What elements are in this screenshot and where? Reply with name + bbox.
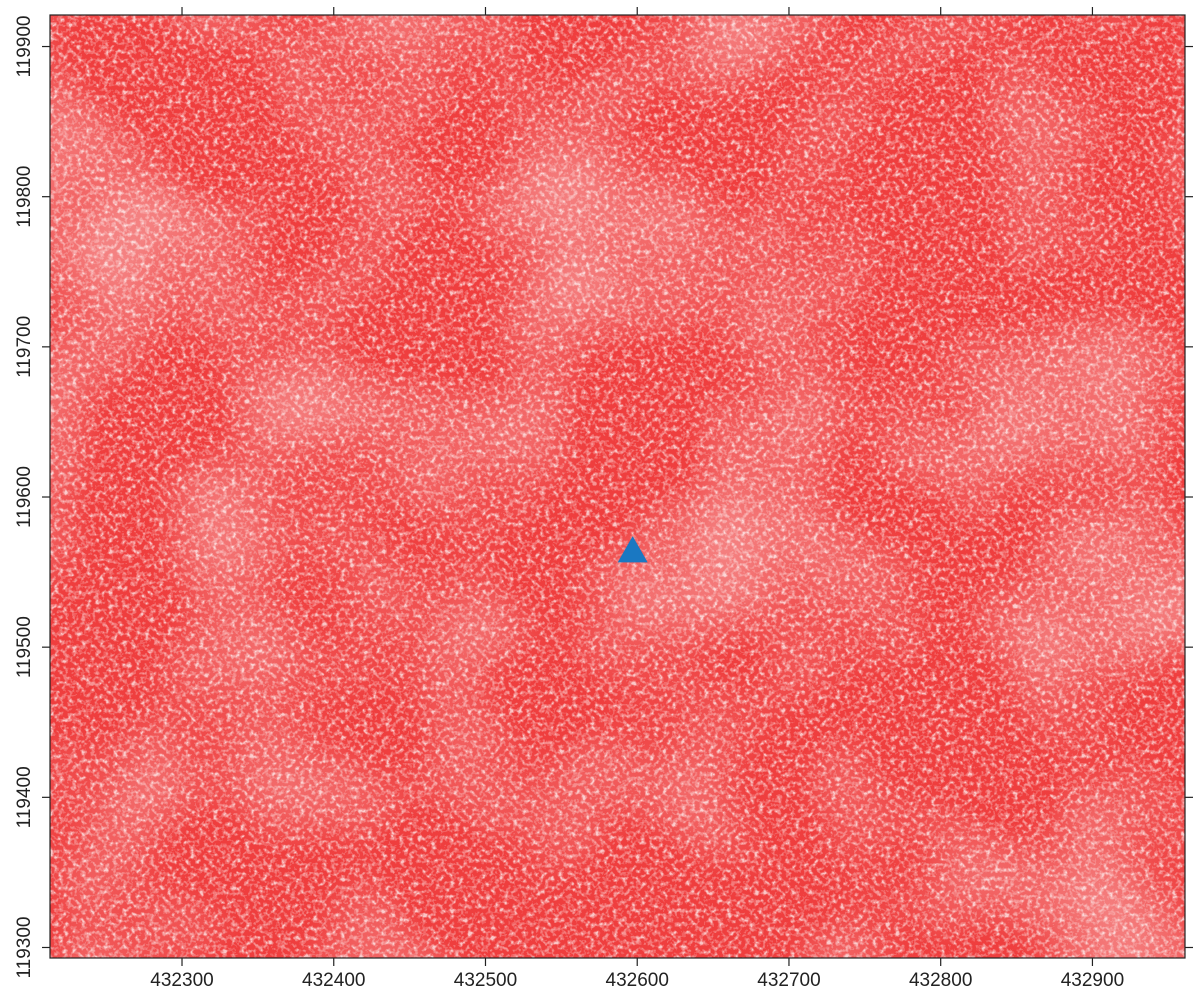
y-tick-label: 119500 bbox=[14, 616, 35, 678]
x-tick-label: 432600 bbox=[606, 970, 669, 991]
y-tick-label: 119600 bbox=[14, 466, 35, 528]
y-tick-label: 119700 bbox=[14, 316, 35, 378]
x-tick-label: 432800 bbox=[909, 970, 972, 991]
x-tick-label: 432900 bbox=[1061, 970, 1124, 991]
y-tick-label: 119400 bbox=[14, 766, 35, 828]
y-tick-label: 119800 bbox=[14, 166, 35, 228]
x-tick-label: 432300 bbox=[150, 970, 213, 991]
x-tick-label: 432700 bbox=[757, 970, 820, 991]
point-marker bbox=[617, 536, 648, 563]
plot-frame bbox=[49, 14, 1186, 959]
y-tick-label: 119300 bbox=[14, 916, 35, 978]
x-tick-label: 432500 bbox=[454, 970, 517, 991]
y-tick-label: 119900 bbox=[14, 16, 35, 78]
x-tick-label: 432400 bbox=[302, 970, 365, 991]
raster bbox=[50, 15, 1185, 958]
